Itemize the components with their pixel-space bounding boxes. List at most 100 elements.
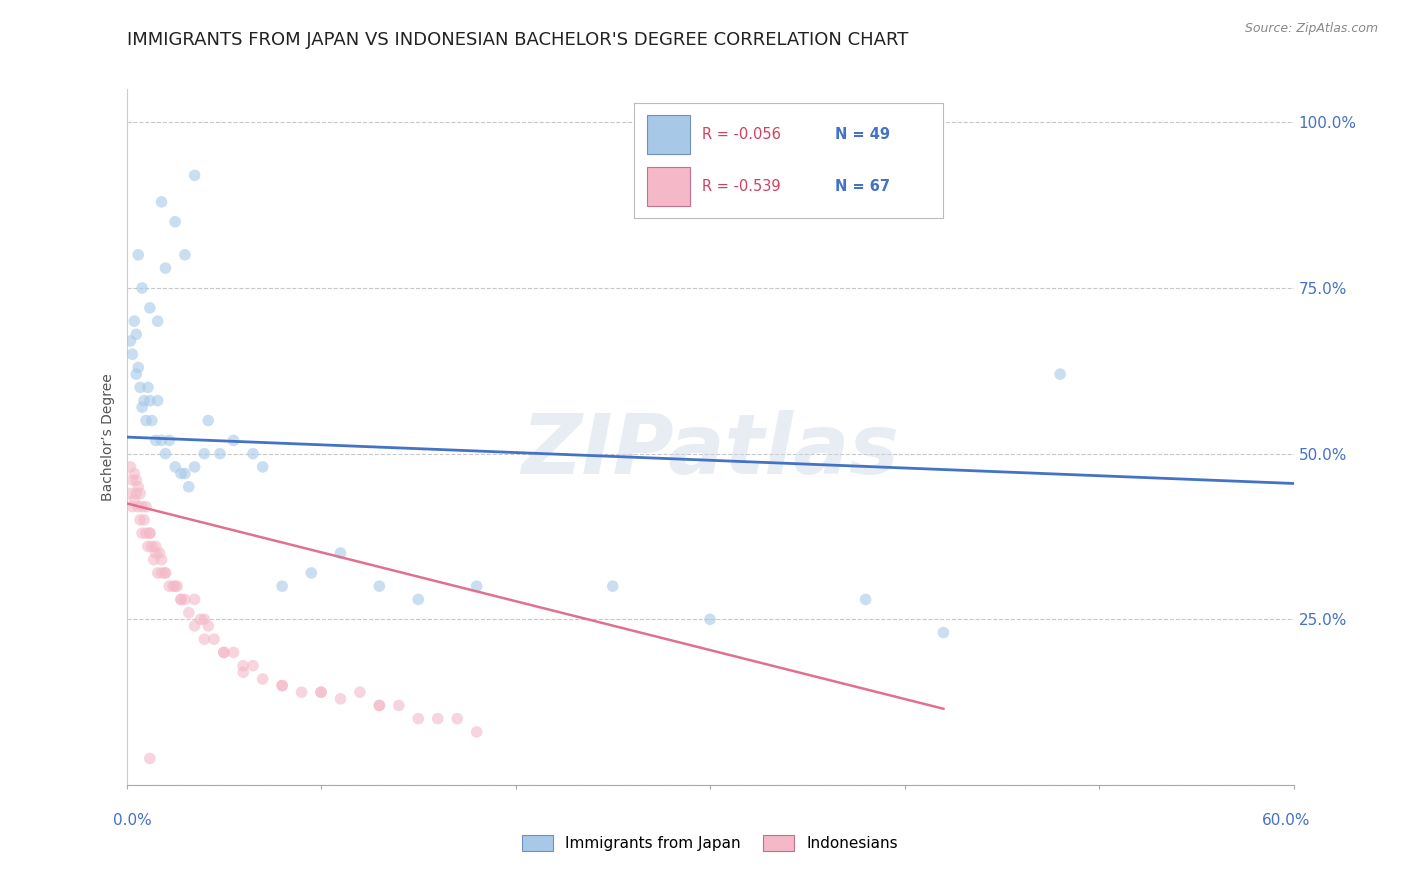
Point <box>368 698 391 713</box>
Point <box>129 380 152 394</box>
Point <box>146 393 169 408</box>
Point <box>124 467 146 481</box>
Point <box>155 447 177 461</box>
Point <box>309 685 332 699</box>
Point <box>174 467 197 481</box>
Point <box>408 592 430 607</box>
Point <box>166 579 188 593</box>
Point <box>155 566 177 580</box>
Point <box>349 685 371 699</box>
Point <box>197 619 219 633</box>
Point <box>150 566 173 580</box>
Point <box>271 679 294 693</box>
Point <box>193 447 215 461</box>
Point <box>121 473 143 487</box>
Point <box>145 434 167 448</box>
Point <box>309 685 332 699</box>
Point <box>183 619 205 633</box>
Point <box>125 486 148 500</box>
Point <box>142 552 165 566</box>
Text: IMMIGRANTS FROM JAPAN VS INDONESIAN BACHELOR'S DEGREE CORRELATION CHART: IMMIGRANTS FROM JAPAN VS INDONESIAN BACH… <box>127 31 908 49</box>
Point <box>120 486 142 500</box>
Text: 60.0%: 60.0% <box>1263 814 1310 828</box>
Point <box>426 712 449 726</box>
Point <box>232 665 254 680</box>
Point <box>155 566 177 580</box>
Point <box>174 592 197 607</box>
Point <box>155 261 177 276</box>
Point <box>150 552 173 566</box>
Point <box>177 480 200 494</box>
Point <box>124 314 146 328</box>
Point <box>408 712 430 726</box>
Text: ZIPatlas: ZIPatlas <box>522 410 898 491</box>
Point <box>145 546 167 560</box>
Point <box>232 658 254 673</box>
Point <box>290 685 312 699</box>
Text: Source: ZipAtlas.com: Source: ZipAtlas.com <box>1244 22 1378 36</box>
Point <box>139 393 162 408</box>
Point <box>252 672 274 686</box>
Point <box>465 725 488 739</box>
Point <box>465 579 488 593</box>
Point <box>127 248 149 262</box>
Point <box>1049 367 1071 381</box>
Point <box>212 645 235 659</box>
Point <box>127 500 149 514</box>
Point <box>125 327 148 342</box>
Point <box>139 301 162 315</box>
Point <box>183 592 205 607</box>
Point <box>190 612 212 626</box>
Point <box>139 526 162 541</box>
Point <box>170 467 193 481</box>
Point <box>855 592 877 607</box>
Point <box>121 347 143 361</box>
Point <box>165 459 187 474</box>
Point <box>271 579 294 593</box>
Point <box>208 447 231 461</box>
Point <box>699 612 721 626</box>
Point <box>124 493 146 508</box>
Point <box>197 413 219 427</box>
Point <box>329 546 352 560</box>
Legend: Immigrants from Japan, Indonesians: Immigrants from Japan, Indonesians <box>516 830 904 857</box>
Point <box>145 540 167 554</box>
Point <box>150 194 173 209</box>
Point <box>127 360 149 375</box>
Point <box>135 526 157 541</box>
Point <box>177 606 200 620</box>
Point <box>135 413 157 427</box>
Point <box>271 679 294 693</box>
Point <box>222 645 245 659</box>
Point <box>135 500 157 514</box>
Point <box>129 486 152 500</box>
Point <box>193 612 215 626</box>
Point <box>368 579 391 593</box>
Point <box>329 691 352 706</box>
Point <box>150 434 173 448</box>
Point <box>165 579 187 593</box>
Point <box>136 540 159 554</box>
Point <box>388 698 411 713</box>
Point <box>157 434 180 448</box>
Point <box>136 380 159 394</box>
Point <box>131 526 153 541</box>
Point <box>141 540 163 554</box>
Point <box>368 698 391 713</box>
Point <box>446 712 468 726</box>
Point <box>252 459 274 474</box>
Point <box>127 480 149 494</box>
Point <box>125 473 148 487</box>
Point <box>131 281 153 295</box>
Point <box>202 632 225 647</box>
Point <box>157 579 180 593</box>
Point <box>162 579 184 593</box>
Point <box>121 500 143 514</box>
Point <box>242 658 264 673</box>
Point <box>212 645 235 659</box>
Point <box>222 434 245 448</box>
Point <box>131 500 153 514</box>
Point <box>149 546 172 560</box>
Point <box>170 592 193 607</box>
Point <box>932 625 955 640</box>
